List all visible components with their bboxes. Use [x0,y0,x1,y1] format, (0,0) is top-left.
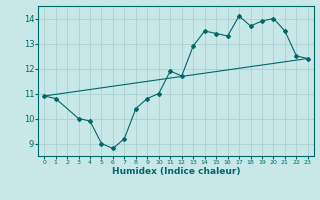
X-axis label: Humidex (Indice chaleur): Humidex (Indice chaleur) [112,167,240,176]
